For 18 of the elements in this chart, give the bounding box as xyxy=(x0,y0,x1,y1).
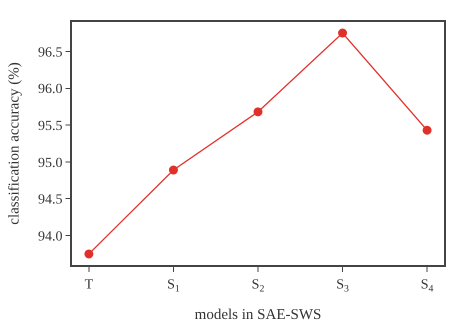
y-tick-label: 95.0 xyxy=(38,156,62,171)
x-tick-label: T xyxy=(84,278,94,293)
point xyxy=(338,28,348,38)
point xyxy=(254,107,262,116)
y-tick-label: 96.0 xyxy=(38,82,62,98)
y-tick-label: 95.5 xyxy=(38,118,62,134)
x-axis-title: models in SAE-SWS xyxy=(194,306,322,323)
y-axis-title: classification accuracy (%) xyxy=(6,62,23,225)
point xyxy=(168,166,178,175)
y-tick-label: 94.0 xyxy=(38,229,62,244)
y-tick-label: 94.5 xyxy=(38,192,62,208)
point xyxy=(84,249,94,258)
point xyxy=(422,126,432,135)
x-tick-label: S$_{2}$ xyxy=(252,278,264,294)
x-tick-label: S$_{4}$ xyxy=(420,278,434,294)
x-tick-label: S$_{1}$ xyxy=(167,278,180,294)
x-tick-label: S$_{3}$ xyxy=(336,278,349,294)
y-tick-label: 96.5 xyxy=(38,45,62,60)
